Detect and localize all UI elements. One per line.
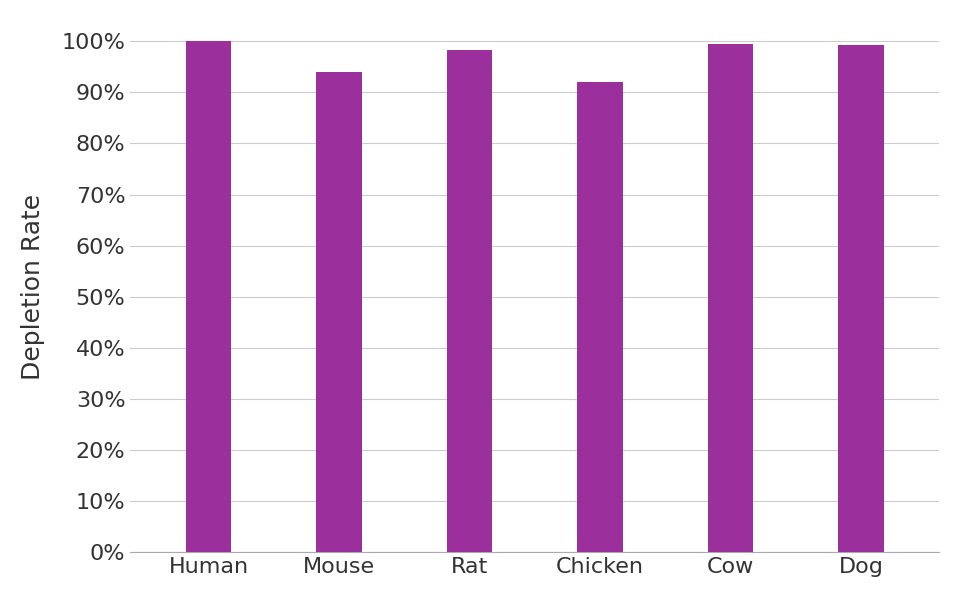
Bar bbox=[446, 50, 492, 553]
Y-axis label: Depletion Rate: Depletion Rate bbox=[21, 194, 45, 380]
Bar bbox=[185, 41, 231, 553]
Bar bbox=[577, 82, 623, 553]
Bar bbox=[316, 72, 362, 553]
Bar bbox=[838, 45, 884, 553]
Bar bbox=[708, 44, 754, 553]
